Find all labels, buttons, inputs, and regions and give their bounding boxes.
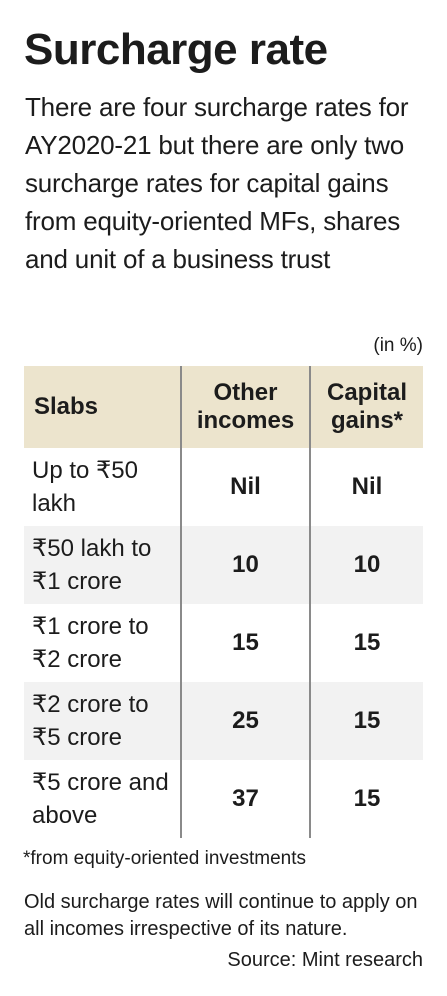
source-credit: Source: Mint research [227,949,423,971]
slab-cell: ₹1 crore to ₹2 crore [32,613,149,673]
surcharge-table: Slabs Other incomes Capital gains* Up to… [24,366,423,838]
header-other-incomes: Other incomes [180,366,310,448]
table-header-row: Slabs Other incomes Capital gains* [24,366,423,448]
other-incomes-cell: Nil [180,448,310,526]
header-slabs: Slabs [34,393,99,420]
table-row: ₹5 crore and above 37 15 [24,760,423,838]
table-row: Up to ₹50 lakh Nil Nil [24,448,423,526]
slab-cell: ₹50 lakh to ₹1 crore [32,535,152,595]
slab-cell: ₹5 crore and above [32,769,169,829]
capital-gains-cell: Nil [309,448,423,526]
table-row: ₹50 lakh to ₹1 crore 10 10 [24,526,423,604]
other-incomes-cell: 25 [180,682,310,760]
remark-text: Old surcharge rates will continue to app… [24,891,418,940]
table-row: ₹2 crore to ₹5 crore 25 15 [24,682,423,760]
slab-cell: ₹2 crore to ₹5 crore [32,691,149,751]
subtitle: There are four surcharge rates for AY202… [25,92,409,274]
other-incomes-cell: 15 [180,604,310,682]
slab-cell: Up to ₹50 lakh [32,457,138,517]
capital-gains-cell: 15 [309,760,423,838]
footnote: *from equity-oriented investments [23,848,307,869]
page-title: Surcharge rate [24,25,328,74]
table-row: ₹1 crore to ₹2 crore 15 15 [24,604,423,682]
other-incomes-cell: 10 [180,526,310,604]
capital-gains-cell: 10 [309,526,423,604]
header-capital-gains: Capital gains* [309,366,423,448]
capital-gains-cell: 15 [309,604,423,682]
unit-note: (in %) [373,335,423,356]
other-incomes-cell: 37 [180,760,310,838]
capital-gains-cell: 15 [309,682,423,760]
